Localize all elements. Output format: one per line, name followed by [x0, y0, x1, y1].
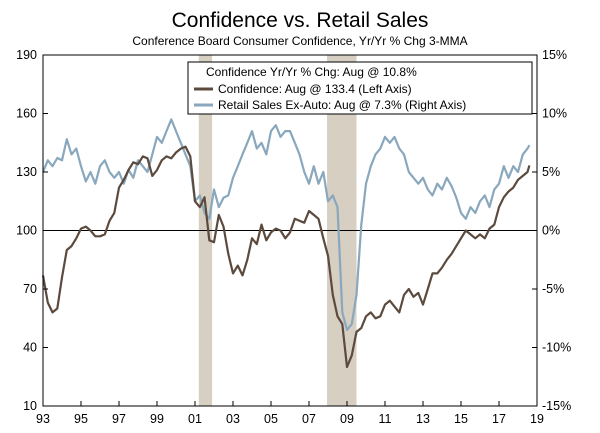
- x-tick-label: 13: [416, 412, 430, 426]
- tick-labels: 190 160 130 100 70 40 10 15% 10% 5% 0% -5% -10% -15% 9…: [16, 48, 571, 426]
- y-right-tick-label: 5%: [542, 165, 560, 179]
- x-tick-label: 95: [74, 412, 88, 426]
- y-right-tick-label: 10%: [542, 107, 567, 121]
- x-tick-label: 93: [36, 412, 50, 426]
- x-tick-label: 01: [188, 412, 202, 426]
- y-left-tick-label: 10: [23, 399, 37, 413]
- x-tick-label: 17: [492, 412, 506, 426]
- y-left-tick-label: 40: [23, 341, 37, 355]
- series-line-confidence: [41, 145, 531, 369]
- chart-title: Confidence vs. Retail Sales: [172, 9, 429, 32]
- x-tick-label: 09: [340, 412, 354, 426]
- series-lines: [41, 118, 531, 369]
- series-line-retail-sales: [41, 118, 531, 331]
- x-tick-label: 15: [454, 412, 468, 426]
- y-right-tick-label: -15%: [542, 399, 571, 413]
- y-left-tick-label: 130: [16, 165, 37, 179]
- legend-entry-retail-sales: Retail Sales Ex-Auto: Aug @ 7.3% (Right …: [218, 98, 466, 112]
- y-right-tick-label: -10%: [542, 341, 571, 355]
- y-left-tick-label: 190: [16, 48, 37, 62]
- x-tick-label: 05: [264, 412, 278, 426]
- y-left-tick-label: 70: [23, 282, 37, 296]
- y-right-tick-label: 15%: [542, 48, 567, 62]
- y-right-tick-label: 0%: [542, 224, 560, 238]
- legend-box: [187, 61, 533, 115]
- x-tick-label: 19: [530, 412, 544, 426]
- y-left-tick-label: 160: [16, 107, 37, 121]
- x-tick-label: 97: [112, 412, 126, 426]
- x-tick-label: 07: [302, 412, 316, 426]
- x-tick-label: 11: [379, 412, 392, 426]
- legend-entry-confidence: Confidence: Aug @ 133.4 (Left Axis): [218, 82, 412, 96]
- chart-subtitle: Conference Board Consumer Confidence, Yr…: [132, 34, 467, 48]
- axis-ticks: [42, 54, 538, 407]
- y-left-tick-label: 100: [16, 224, 37, 238]
- legend: Confidence Yr/Yr % Chg: Aug @ 10.8% Conf…: [187, 61, 533, 115]
- y-right-tick-label: -5%: [542, 282, 564, 296]
- legend-header: Confidence Yr/Yr % Chg: Aug @ 10.8%: [206, 65, 417, 79]
- x-tick-label: 03: [226, 412, 240, 426]
- x-tick-label: 99: [150, 412, 164, 426]
